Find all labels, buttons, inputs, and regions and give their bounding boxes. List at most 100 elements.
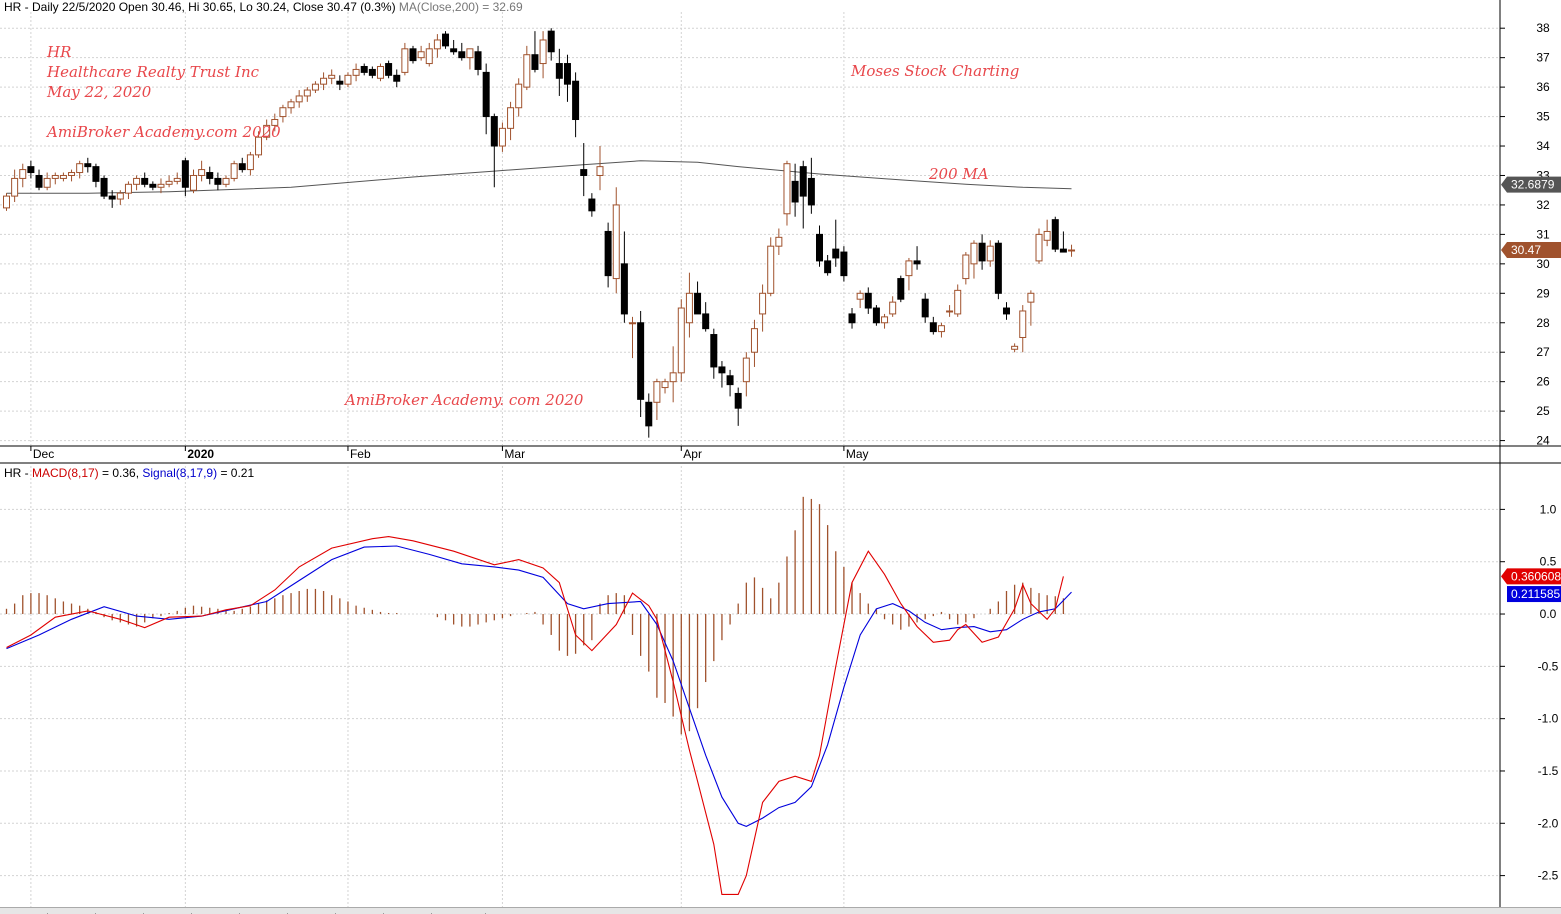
date-tick-label: Dec (33, 447, 54, 461)
candle-up (905, 257, 913, 291)
signal-line (6, 545, 1072, 828)
candle-body (816, 233, 823, 262)
candle-down (840, 246, 848, 282)
candle-body (433, 39, 441, 50)
candle-down (620, 231, 628, 323)
candle-up (612, 187, 620, 294)
candle-up (417, 45, 425, 61)
candle-up (43, 172, 51, 191)
annotation-academy: AmiBroker Academy.com 2020 (45, 123, 281, 141)
candle-down (450, 39, 458, 55)
candle-body (937, 325, 945, 333)
candle-down (702, 302, 710, 332)
candle-body (173, 177, 181, 182)
candle-up (1043, 219, 1051, 247)
price-tick-label: 30 (1536, 257, 1550, 271)
candle-body (661, 381, 669, 389)
candle-up (173, 172, 181, 185)
candle-down (580, 143, 588, 197)
candle-down (694, 281, 702, 315)
candle-up (669, 346, 677, 403)
candle-down (604, 222, 612, 288)
candle-body (303, 89, 311, 97)
candle-up (287, 98, 295, 114)
candle-up (303, 87, 311, 102)
candle-body (1035, 233, 1043, 262)
candle-down (238, 157, 246, 173)
date-x-axis[interactable]: Dec 2020 Feb Mar Apr May (30, 446, 869, 461)
macd-tick-label: -1.5 (1538, 764, 1559, 778)
candle-down (393, 69, 401, 88)
candle-up (677, 299, 685, 382)
candle-body (157, 183, 165, 188)
candle-up (401, 42, 409, 76)
candle-body (832, 248, 840, 259)
candle-up (1068, 244, 1076, 257)
annotation-ticker: HR (46, 43, 71, 61)
candle-up (759, 284, 767, 332)
candle-body (718, 366, 726, 374)
macd-tick-label: -2.0 (1538, 816, 1559, 830)
candle-body (108, 195, 116, 200)
candle-body (872, 307, 880, 324)
macd-tick-label: 0.0 (1540, 607, 1557, 621)
candle-body (702, 313, 710, 330)
macd-tick-label: 1.0 (1540, 502, 1557, 516)
ma-header-text: MA(Close,200) = 32.69 (398, 0, 523, 14)
signal-badge: 0.211585 (1511, 587, 1560, 601)
candle-body (742, 357, 750, 383)
macd-y-axis[interactable]: -2.5 -2.0 -1.5 -1.0 -0.5 0.0 0.5 1.0 (1500, 502, 1559, 883)
candle-up (881, 313, 889, 329)
macd-badge: 0.360608 (1511, 569, 1561, 583)
candle-up (116, 190, 124, 205)
candle-body (165, 180, 173, 185)
candle-down (710, 328, 718, 379)
candle-down (864, 287, 872, 314)
candle-body (3, 195, 10, 209)
candle-down (978, 234, 986, 270)
candle-down (921, 293, 929, 323)
candle-body (255, 136, 263, 156)
candle-body (1027, 292, 1035, 303)
price-header-text: HR - Daily 22/5/2020 Open 30.46, Hi 30.6… (4, 0, 396, 14)
candle-down (108, 190, 116, 208)
candle-body (515, 83, 523, 109)
candle-body (189, 174, 197, 191)
price-tick-label: 36 (1536, 80, 1550, 94)
candle-body (759, 292, 767, 315)
candle-body (946, 310, 954, 313)
candle-up (783, 160, 791, 226)
candle-up (507, 101, 515, 141)
price-tick-label: 31 (1536, 227, 1550, 241)
candle-body (133, 177, 141, 185)
candle-up (986, 240, 994, 267)
candle-down (84, 157, 92, 173)
price-tick-label: 26 (1536, 375, 1550, 389)
ma-badge-pointer (1501, 176, 1507, 193)
candle-down (27, 160, 35, 179)
candle-body (913, 260, 921, 265)
candle-down (645, 393, 653, 438)
candle-body (84, 163, 92, 168)
macd-header-value: = 0.36, (98, 466, 143, 480)
candle-body (767, 245, 775, 294)
price-header: HR - Daily 22/5/2020 Open 30.46, Hi 30.6… (4, 0, 523, 14)
candle-down (929, 316, 937, 335)
candle-up (376, 63, 384, 82)
candle-down (588, 193, 596, 217)
candle-body (11, 177, 19, 197)
candle-up (661, 378, 669, 394)
candle-body (385, 63, 393, 76)
candle-body (677, 307, 685, 374)
candle-body (458, 51, 466, 59)
date-tick-label: 2020 (187, 447, 214, 461)
candle-body (1051, 219, 1059, 250)
candle-body (490, 116, 498, 147)
annotation-academy-bottom: AmiBroker Academy. com 2020 (343, 391, 584, 409)
candle-body (1043, 230, 1051, 241)
candle-body (450, 48, 458, 53)
candle-up (946, 305, 954, 317)
candle-body (344, 74, 352, 85)
